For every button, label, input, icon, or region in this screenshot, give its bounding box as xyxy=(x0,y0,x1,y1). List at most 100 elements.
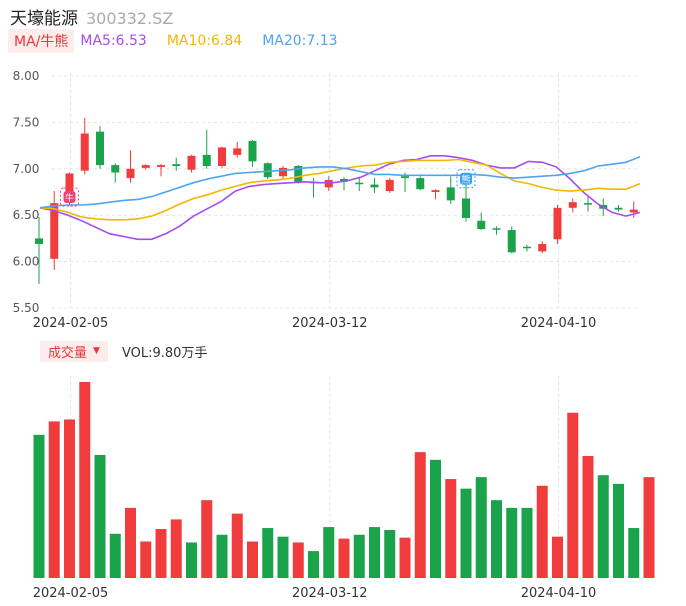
volume-bar xyxy=(155,529,167,578)
candle-body xyxy=(157,165,165,167)
volume-bar xyxy=(292,542,304,578)
stock-code: 300332.SZ xyxy=(86,9,174,28)
ma-line-ma20 xyxy=(39,155,641,209)
volume-bar xyxy=(430,459,441,578)
price-axis-tick: 6.00 xyxy=(13,255,40,269)
candle-body xyxy=(172,164,181,167)
signal-marker-label: 熊 xyxy=(461,174,470,186)
candle-body xyxy=(584,203,592,205)
volume-tag-label: 成交量 xyxy=(48,345,88,361)
candle-body xyxy=(507,230,516,253)
price-axis-tick: 5.50 xyxy=(13,301,40,315)
candle-body xyxy=(568,202,577,208)
signal-marker-badge xyxy=(460,172,472,185)
candle-body xyxy=(65,173,74,201)
volume-bar xyxy=(308,551,319,578)
price-axis-tick: 6.50 xyxy=(13,208,40,222)
date-axis-tick: 2024-02-05 xyxy=(33,316,109,331)
candle-body xyxy=(218,147,226,167)
volume-indicator-toggle[interactable]: 成交量 ▼ xyxy=(40,340,108,362)
candle-body xyxy=(446,187,455,201)
candle-body xyxy=(401,176,409,179)
volume-bar xyxy=(491,500,502,578)
candle-body xyxy=(340,179,348,182)
volume-bar xyxy=(643,477,655,578)
volume-date-axis-tick: 2024-03-12 xyxy=(292,586,368,601)
candle-body xyxy=(263,163,272,178)
candle-body xyxy=(233,148,242,155)
ma-line-ma5 xyxy=(39,155,641,241)
ma-legend: MA/牛熊 MA5:6.53 MA10:6.84 MA20:7.13 xyxy=(8,29,358,53)
candle-body xyxy=(202,154,211,167)
volume-bar xyxy=(597,475,609,578)
signal-marker-label: 牛 xyxy=(65,192,74,204)
volume-bar xyxy=(79,382,91,578)
volume-bar xyxy=(262,528,274,578)
volume-bar xyxy=(216,534,228,578)
candle-body xyxy=(355,182,364,185)
volume-bar xyxy=(552,536,563,578)
volume-bar xyxy=(33,434,45,578)
stock-name: 天壕能源 xyxy=(10,9,78,29)
volume-bar xyxy=(94,455,106,578)
candle-body xyxy=(416,178,425,190)
candle-body xyxy=(96,131,104,166)
caret-down-icon: ▼ xyxy=(93,346,100,356)
candle-body xyxy=(553,207,562,240)
volume-bar xyxy=(567,412,579,578)
candle-body xyxy=(523,246,531,249)
volume-bar xyxy=(140,541,152,578)
price-axis-tick: 8.00 xyxy=(13,69,40,83)
volume-bar xyxy=(414,452,426,578)
candle-body xyxy=(370,184,379,188)
price-axis-tick: 7.00 xyxy=(13,162,40,176)
volume-bar xyxy=(521,507,533,578)
candle-body xyxy=(462,198,470,218)
stock-title-bar: 天壕能源 300332.SZ xyxy=(10,4,174,29)
volume-bar xyxy=(582,455,594,578)
candle-body xyxy=(538,243,547,252)
date-axis-tick: 2024-03-12 xyxy=(292,316,368,331)
candle-body xyxy=(35,238,43,244)
signal-marker-badge xyxy=(63,190,76,203)
volume-bar xyxy=(201,500,213,578)
candle-body xyxy=(477,220,486,230)
signal-marker-frame xyxy=(456,169,476,189)
candle-body xyxy=(279,167,287,177)
ma-line-ma10 xyxy=(39,158,641,221)
volume-bar xyxy=(460,488,472,578)
signal-marker-frame xyxy=(60,187,79,207)
volume-date-axis-tick: 2024-02-05 xyxy=(33,586,109,601)
volume-bar xyxy=(170,519,182,578)
candle-body xyxy=(324,179,333,188)
candle-body xyxy=(111,165,120,173)
volume-legend: 成交量 ▼ VOL:9.80万手 xyxy=(40,340,208,362)
candle-body xyxy=(385,179,394,192)
candle-body xyxy=(248,140,257,162)
candle-body xyxy=(294,166,303,182)
ma-indicator-toggle[interactable]: MA/牛熊 xyxy=(8,29,75,53)
volume-bar xyxy=(445,479,457,578)
ma5-legend: MA5:6.53 xyxy=(80,33,147,49)
price-axis-tick: 7.50 xyxy=(13,115,40,129)
candle-body xyxy=(80,133,89,171)
volume-bar xyxy=(64,419,75,578)
volume-date-axis-tick: 2024-04-10 xyxy=(521,586,597,601)
ma10-legend: MA10:6.84 xyxy=(166,33,243,49)
ma20-legend: MA20:7.13 xyxy=(262,33,338,49)
volume-bar xyxy=(231,513,243,578)
volume-bar xyxy=(186,542,197,578)
volume-bar xyxy=(628,528,640,578)
candle-body xyxy=(187,155,196,170)
volume-value: VOL:9.80万手 xyxy=(121,345,208,361)
candle-body xyxy=(629,209,638,213)
candle-body xyxy=(141,165,150,168)
date-axis-tick: 2024-04-10 xyxy=(521,316,597,331)
volume-bar xyxy=(613,483,624,578)
volume-bar xyxy=(109,533,121,578)
candle-body xyxy=(126,168,135,179)
candle-body xyxy=(492,228,501,230)
volume-bar xyxy=(125,507,136,578)
volume-bar xyxy=(353,534,365,578)
